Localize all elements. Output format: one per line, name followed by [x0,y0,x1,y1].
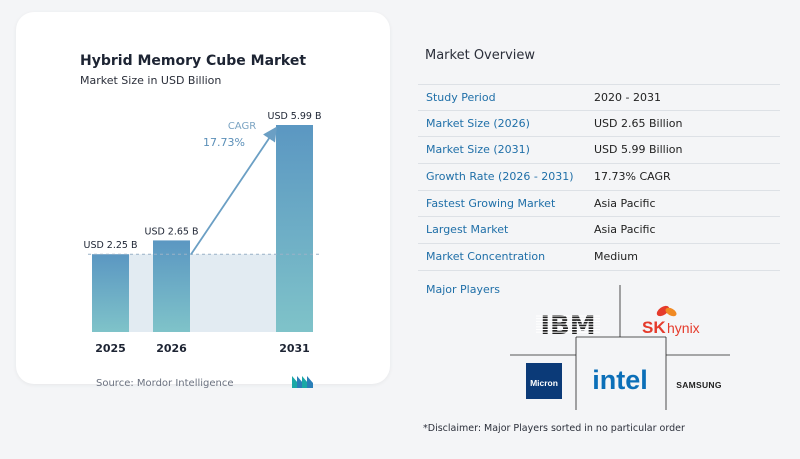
overview-label: Market Concentration [426,250,546,264]
overview-row: Market Size (2026) USD 2.65 Billion [418,111,780,138]
overview-label: Market Size (2031) [426,143,530,157]
data-label: USD 2.25 B [83,240,137,251]
category-label: 2031 [279,342,310,355]
overview-label: Market Size (2026) [426,116,530,130]
micron-logo-box [526,363,562,399]
overview-label: Largest Market [426,223,509,237]
major-players-title: Major Players [426,283,500,296]
overview-value: 2020 - 2031 [594,91,661,104]
overview-label: Growth Rate (2026 - 2031) [426,170,574,184]
bar-2026 [153,240,190,332]
chart-subtitle: Market Size in USD Billion [80,74,222,87]
cagr-label: CAGR [228,121,256,132]
overview-value: USD 5.99 Billion [594,143,683,157]
overview-row: Largest Market Asia Pacific [418,217,780,245]
samsung-logo-text: SAMSUNG [676,380,722,390]
samsung-logo: SAMSUNG [676,380,722,390]
source-text: Source: Mordor Intelligence [96,378,234,389]
hynix-logo-text: hynix [667,320,700,336]
overview-row: Growth Rate (2026 - 2031) 17.73% CAGR [418,164,780,191]
sk-hynix-logo: SK hynix [642,305,700,337]
ibm-logo: IBM [536,311,600,341]
cagr-arrow [190,126,278,255]
overview-row: Study Period 2020 - 2031 [418,84,780,111]
overview-row: Fastest Growing Market Asia Pacific [418,191,780,218]
data-label: USD 2.65 B [144,226,198,237]
chart-title: Hybrid Memory Cube Market [80,53,307,69]
category-label: 2026 [156,342,187,355]
major-players-grid: IBM SK hynix Micron intel SAMSUNG [510,285,730,410]
market-size-chart: CAGR 17.73% USD 2.25 B 2025 USD 2.65 B 2026 US… [83,111,321,355]
market-overview-table: Study Period 2020 - 2031 Market Size (202… [418,84,780,271]
sk-butterfly-icon [656,305,677,317]
intel-logo-text: intel [592,365,648,395]
bar-2025 [92,254,129,332]
overview-row: Market Size (2031) USD 5.99 Billion [418,137,780,165]
mordor-logo-icon [292,376,313,388]
category-label: 2025 [95,342,126,355]
overview-label: Study Period [426,91,496,104]
cagr-value: 17.73% [203,136,245,149]
overview-value: USD 2.65 Billion [594,116,683,130]
market-overview-title: Market Overview [425,48,536,63]
intel-logo: intel [592,365,648,395]
micron-logo-text: Micron [530,378,558,388]
ibm-logo-stripes [536,315,600,333]
bar-2031 [276,125,313,332]
micron-logo: Micron [526,363,562,399]
overview-value: Asia Pacific [594,223,656,237]
disclaimer-text: *Disclaimer: Major Players sorted in no … [423,423,685,434]
overview-value: Medium [594,250,638,264]
chart-card: CAGR 17.73% USD 2.25 B 2025 USD 2.65 B 2026 US… [16,12,390,389]
overview-value: Asia Pacific [594,196,656,210]
data-label: USD 5.99 B [267,111,321,122]
sk-logo-text: SK [642,318,666,337]
overview-value: 17.73% CAGR [594,170,671,184]
overview-label: Fastest Growing Market [426,196,556,210]
overview-row: Market Concentration Medium [418,244,780,271]
